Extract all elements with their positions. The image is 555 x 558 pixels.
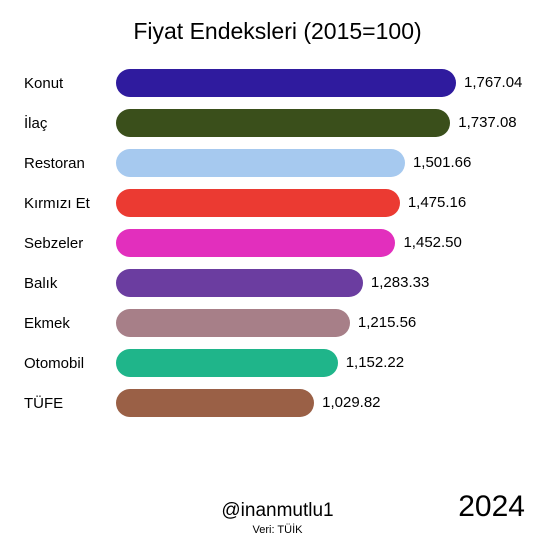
category-label: Otomobil	[24, 355, 116, 372]
value-label: 1,029.82	[314, 389, 380, 417]
bar-zone: 1,475.16	[116, 189, 531, 217]
bar-row: Konut 1,767.04	[24, 69, 531, 97]
category-label: Balık	[24, 275, 116, 292]
bar	[116, 109, 450, 137]
value-label: 1,452.50	[395, 229, 461, 257]
bar-zone: 1,029.82	[116, 389, 531, 417]
data-source: Veri: TÜİK	[0, 524, 555, 536]
value-label: 1,215.56	[350, 309, 416, 337]
bar-zone: 1,152.22	[116, 349, 531, 377]
chart-title: Fiyat Endeksleri (2015=100)	[18, 18, 537, 45]
bar-zone: 1,452.50	[116, 229, 531, 257]
bar	[116, 69, 456, 97]
bar-row: Sebzeler 1,452.50	[24, 229, 531, 257]
category-label: Ekmek	[24, 315, 116, 332]
bar	[116, 149, 405, 177]
bar-row: Restoran 1,501.66	[24, 149, 531, 177]
category-label: Restoran	[24, 155, 116, 172]
bar-row: Otomobil 1,152.22	[24, 349, 531, 377]
value-label: 1,283.33	[363, 269, 429, 297]
bar	[116, 269, 363, 297]
bar-row: TÜFE 1,029.82	[24, 389, 531, 417]
category-label: İlaç	[24, 115, 116, 132]
bar	[116, 349, 338, 377]
value-label: 1,152.22	[338, 349, 404, 377]
bar-zone: 1,215.56	[116, 309, 531, 337]
bar-zone: 1,283.33	[116, 269, 531, 297]
bar-row: Kırmızı Et 1,475.16	[24, 189, 531, 217]
value-label: 1,737.08	[450, 109, 516, 137]
year-label: 2024	[458, 490, 525, 524]
value-label: 1,501.66	[405, 149, 471, 177]
bar	[116, 389, 314, 417]
bar-zone: 1,767.04	[116, 69, 531, 97]
bar-row: İlaç 1,737.08	[24, 109, 531, 137]
bar	[116, 229, 395, 257]
bar-row: Ekmek 1,215.56	[24, 309, 531, 337]
value-label: 1,767.04	[456, 69, 522, 97]
category-label: Sebzeler	[24, 235, 116, 252]
bar	[116, 309, 350, 337]
bar	[116, 189, 400, 217]
category-label: Kırmızı Et	[24, 195, 116, 212]
value-label: 1,475.16	[400, 189, 466, 217]
bar-chart: Konut 1,767.04 İlaç 1,737.08 Restoran 1,501.6…	[18, 69, 537, 417]
bar-zone: 1,737.08	[116, 109, 531, 137]
category-label: TÜFE	[24, 395, 116, 412]
bar-row: Balık 1,283.33	[24, 269, 531, 297]
bar-zone: 1,501.66	[116, 149, 531, 177]
category-label: Konut	[24, 75, 116, 92]
